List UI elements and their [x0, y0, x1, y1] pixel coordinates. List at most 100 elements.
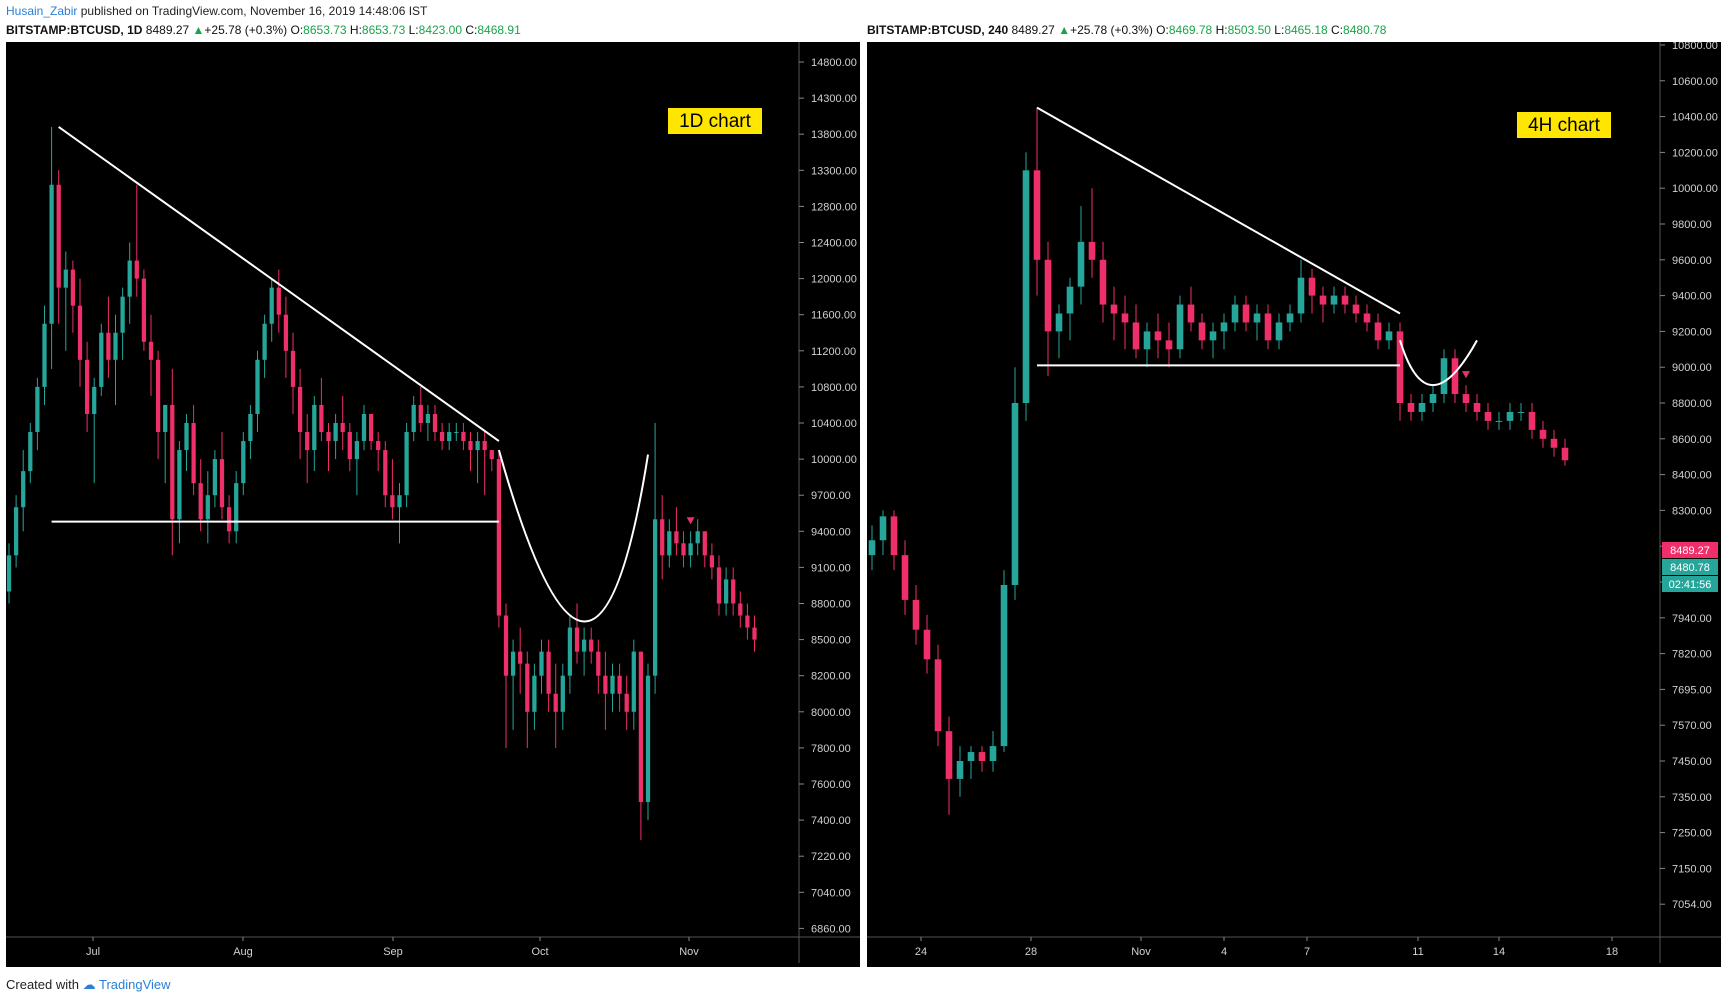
- tradingview-logo-icon: ☁: [82, 977, 96, 992]
- candle-body: [1165, 340, 1173, 350]
- candle-body: [978, 752, 986, 761]
- price-tick-label: 10000.00: [811, 454, 857, 466]
- price-tick-label: 10400.00: [811, 418, 857, 430]
- cup-arc[interactable]: [497, 449, 649, 623]
- candle: [1198, 313, 1206, 350]
- chart1-symbol-bar: BITSTAMP:BTCUSD, 1D 8489.27 ▲+25.78 (+0.…: [6, 23, 521, 37]
- candle: [567, 615, 573, 694]
- candle: [461, 423, 466, 451]
- candle: [1000, 570, 1008, 753]
- chart1-close: 8468.91: [477, 23, 521, 37]
- candle: [1297, 259, 1305, 323]
- candle-body: [589, 639, 594, 652]
- countdown-tag-bg: [1662, 576, 1718, 592]
- candle-body: [1319, 295, 1327, 305]
- candle: [525, 651, 530, 748]
- candle: [532, 663, 537, 730]
- candle: [241, 432, 246, 496]
- candle-body: [191, 423, 196, 484]
- candle: [956, 746, 964, 797]
- candle: [113, 314, 118, 405]
- candle: [967, 746, 975, 779]
- candle-body: [503, 615, 509, 676]
- candle: [120, 287, 125, 360]
- candle: [1187, 286, 1195, 332]
- chart2-svg[interactable]: 10800.00 10600.00 10400.00 10200.00 10000.00…: [867, 40, 1721, 967]
- candle-body: [1451, 358, 1459, 395]
- chart2-panel[interactable]: 10800.00 10600.00 10400.00 10200.00 10000.00…: [867, 40, 1721, 967]
- candle: [219, 432, 225, 520]
- candle-body: [1132, 322, 1140, 350]
- trendline[interactable]: [58, 126, 500, 442]
- candle: [645, 663, 651, 821]
- candle: [610, 663, 615, 712]
- candle-body: [454, 432, 459, 434]
- candle: [1253, 304, 1261, 341]
- candle: [368, 413, 374, 451]
- candle-body: [326, 432, 331, 442]
- candle-body: [113, 332, 118, 360]
- cup-arc[interactable]: [1399, 339, 1478, 386]
- candle: [546, 639, 551, 712]
- candle-body: [1198, 322, 1206, 341]
- candle-body: [305, 432, 310, 451]
- price-tick-label: 8000.00: [811, 707, 851, 719]
- candle-body: [688, 543, 693, 556]
- candle-body: [226, 507, 232, 532]
- candle: [731, 567, 736, 616]
- candle: [1209, 322, 1217, 359]
- footer: Created with ☁ TradingView: [6, 977, 171, 993]
- chart1-panel[interactable]: 14800.00 14300.00 13800.00 13300.00 12800.00…: [6, 42, 860, 967]
- candle: [447, 423, 452, 451]
- candle-body: [745, 615, 750, 628]
- candle-body: [28, 432, 33, 472]
- candle-body: [1418, 403, 1426, 412]
- candle-body: [468, 441, 473, 451]
- candle: [312, 395, 317, 472]
- candle: [1517, 403, 1525, 421]
- candle: [290, 332, 296, 414]
- candle-body: [212, 459, 218, 496]
- candle: [226, 495, 232, 544]
- candle-body: [1330, 295, 1338, 305]
- price-tick-label: 10600.00: [1672, 76, 1718, 88]
- candle: [1319, 286, 1327, 323]
- candle: [496, 450, 502, 628]
- price-tick-label: 9400.00: [811, 526, 851, 538]
- footer-brand-link[interactable]: TradingView: [99, 977, 171, 992]
- candle-body: [390, 495, 395, 508]
- date-tick-label: 24: [915, 946, 927, 958]
- candle-body: [269, 287, 274, 324]
- candle: [432, 404, 438, 442]
- price-tick-label: 10800.00: [1672, 42, 1718, 52]
- candle-body: [1429, 394, 1437, 403]
- price-tick-label: 7220.00: [811, 851, 851, 863]
- price-tick-label: 8200.00: [811, 671, 851, 683]
- candle: [1352, 295, 1360, 323]
- price-tick-label: 9200.00: [1672, 326, 1712, 338]
- price-tick-label: 8500.00: [811, 635, 851, 647]
- candle: [589, 627, 594, 664]
- candle: [560, 663, 565, 730]
- price-tick-label: 9600.00: [1672, 255, 1712, 267]
- price-tick-label: 9000.00: [1672, 362, 1712, 374]
- chart2-low: 8465.18: [1284, 23, 1328, 37]
- candle-body: [1517, 411, 1525, 413]
- candle: [695, 519, 700, 556]
- close-price-tag-bg: [1662, 559, 1718, 575]
- candle-body: [539, 651, 544, 676]
- candle-body: [255, 359, 260, 414]
- candle: [638, 651, 644, 841]
- candle-body: [418, 404, 423, 423]
- candle-body: [35, 386, 40, 433]
- author-link[interactable]: Husain_Zabir: [6, 4, 78, 18]
- footer-created-with: Created with: [6, 977, 79, 992]
- candle: [1011, 367, 1019, 600]
- candle-body: [695, 531, 700, 544]
- candle-body: [63, 269, 68, 288]
- chart1-svg[interactable]: 14800.00 14300.00 13800.00 13300.00 12800.00…: [6, 42, 860, 967]
- candle-body: [1550, 438, 1558, 448]
- candle-body: [553, 693, 558, 712]
- candle-body: [1154, 331, 1162, 341]
- trendline[interactable]: [1036, 106, 1401, 315]
